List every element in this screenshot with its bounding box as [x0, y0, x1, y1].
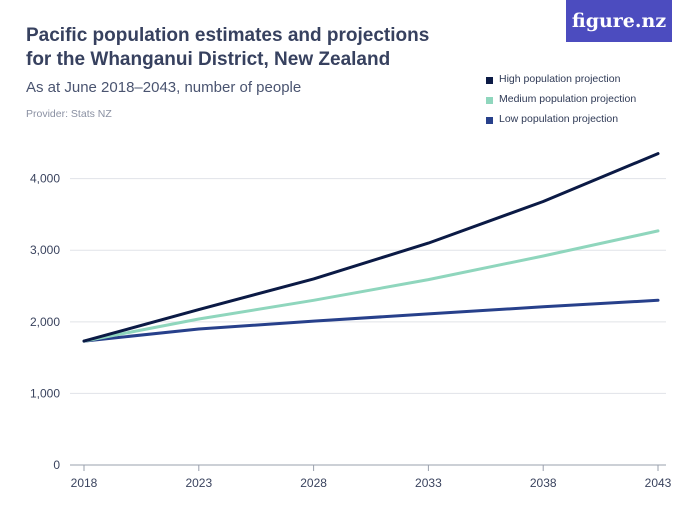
legend-label-low: Low population projection — [499, 113, 619, 125]
y-tick-label: 0 — [53, 458, 60, 472]
y-tick-label: 1,000 — [30, 386, 60, 400]
series-lines — [82, 152, 660, 343]
x-tick-label: 2038 — [530, 476, 557, 490]
chart-title: Pacific population estimates and project… — [26, 25, 430, 70]
y-tick-label: 3,000 — [30, 243, 60, 257]
legend-label-high: High population projection — [499, 73, 621, 85]
data-provider: Provider: Stats NZ — [26, 108, 112, 120]
x-tick-label: 2033 — [415, 476, 442, 490]
axes: 0 1,000 2,000 3,000 4,000 2018 2023 2028 2033 203… — [30, 172, 672, 490]
gridlines — [70, 178, 666, 394]
series-line-high — [82, 152, 660, 343]
y-tick-label: 4,000 — [30, 172, 60, 186]
legend-label-medium: Medium population projection — [499, 93, 637, 105]
series-line-low — [82, 298, 660, 343]
legend-swatch-medium — [486, 97, 493, 104]
legend-swatch-low — [486, 117, 493, 124]
chart-subtitle: As at June 2018–2043, number of people — [26, 79, 302, 96]
x-tick-label: 2023 — [185, 476, 212, 490]
x-tick-label: 2043 — [645, 476, 672, 490]
y-tick-label: 2,000 — [30, 315, 60, 329]
legend-swatch-high — [486, 77, 493, 84]
series-line-medium — [82, 229, 660, 343]
x-tick-label: 2018 — [71, 476, 98, 490]
figure-nz-logo[interactable]: figure.nz — [566, 0, 672, 42]
x-tick-label: 2028 — [300, 476, 327, 490]
